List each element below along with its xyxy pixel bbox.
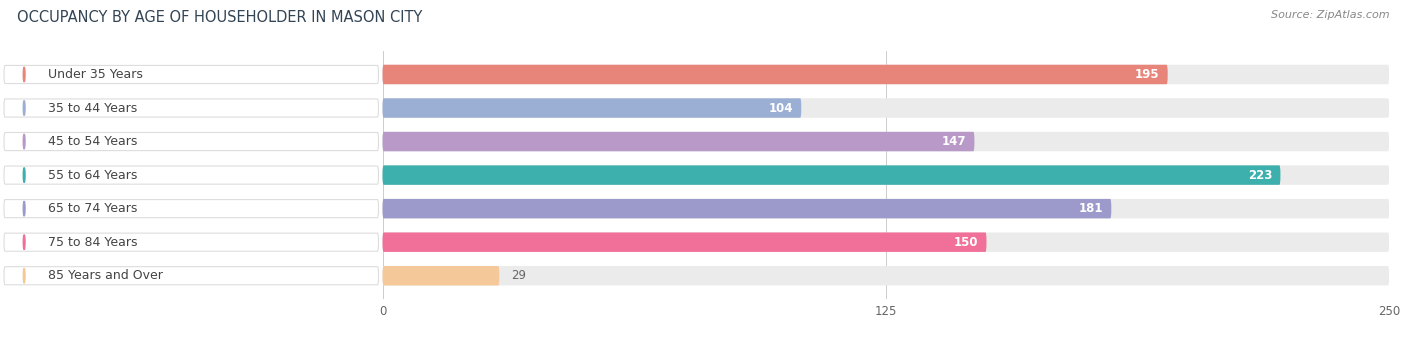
Text: 181: 181 [1078,202,1104,215]
FancyBboxPatch shape [382,266,1389,286]
FancyBboxPatch shape [382,199,1111,218]
Text: Source: ZipAtlas.com: Source: ZipAtlas.com [1271,10,1389,20]
FancyBboxPatch shape [382,65,1389,84]
FancyBboxPatch shape [382,165,1389,185]
FancyBboxPatch shape [382,65,1167,84]
Text: OCCUPANCY BY AGE OF HOUSEHOLDER IN MASON CITY: OCCUPANCY BY AGE OF HOUSEHOLDER IN MASON… [17,10,422,25]
FancyBboxPatch shape [382,199,1389,218]
Text: 223: 223 [1249,169,1272,182]
FancyBboxPatch shape [4,65,378,84]
Circle shape [24,67,25,82]
Text: 150: 150 [953,236,979,249]
FancyBboxPatch shape [4,200,378,218]
Text: 45 to 54 Years: 45 to 54 Years [48,135,138,148]
FancyBboxPatch shape [4,267,378,285]
FancyBboxPatch shape [382,132,974,151]
FancyBboxPatch shape [4,166,378,184]
Circle shape [24,168,25,183]
FancyBboxPatch shape [382,132,1389,151]
Circle shape [24,134,25,149]
FancyBboxPatch shape [4,99,378,117]
Circle shape [24,101,25,115]
FancyBboxPatch shape [382,266,499,286]
Text: 147: 147 [942,135,966,148]
Circle shape [24,201,25,216]
FancyBboxPatch shape [4,133,378,151]
FancyBboxPatch shape [4,233,378,251]
Circle shape [24,235,25,250]
Text: 29: 29 [512,269,526,282]
Text: Under 35 Years: Under 35 Years [48,68,143,81]
Text: 85 Years and Over: 85 Years and Over [48,269,163,282]
FancyBboxPatch shape [382,165,1281,185]
FancyBboxPatch shape [382,233,987,252]
Circle shape [24,268,25,283]
FancyBboxPatch shape [382,233,1389,252]
Text: 104: 104 [769,102,793,115]
Text: 35 to 44 Years: 35 to 44 Years [48,102,138,115]
FancyBboxPatch shape [382,98,801,118]
Text: 75 to 84 Years: 75 to 84 Years [48,236,138,249]
Text: 195: 195 [1135,68,1160,81]
FancyBboxPatch shape [382,98,1389,118]
Text: 65 to 74 Years: 65 to 74 Years [48,202,138,215]
Text: 55 to 64 Years: 55 to 64 Years [48,169,138,182]
